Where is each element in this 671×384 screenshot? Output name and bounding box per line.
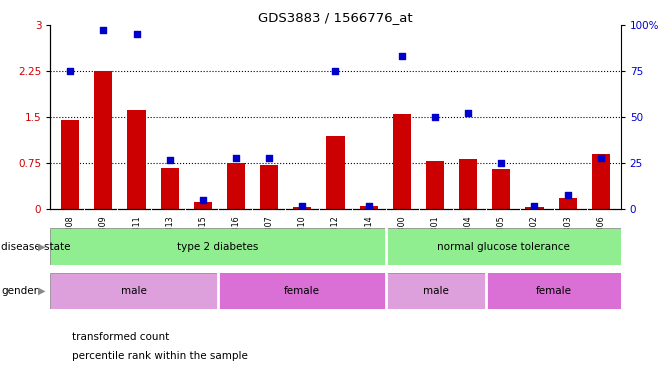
Text: percentile rank within the sample: percentile rank within the sample (72, 351, 248, 361)
Point (463, 110, 474, 116)
Point (98, 27, 109, 33)
Bar (326, 136, 345, 209)
Point (131, 31, 142, 37)
Bar (592, 154, 610, 209)
Bar (227, 163, 245, 209)
Bar (127, 110, 146, 209)
Text: ▶: ▶ (38, 286, 46, 296)
Bar (293, 207, 311, 209)
Point (164, 156, 175, 162)
Point (297, 202, 308, 209)
Point (231, 155, 242, 161)
Bar (459, 159, 477, 209)
Bar (61, 120, 79, 209)
Title: GDS3883 / 1566776_at: GDS3883 / 1566776_at (258, 11, 413, 24)
Point (429, 114, 440, 120)
Point (562, 192, 573, 198)
Bar (386, 273, 486, 309)
Bar (218, 273, 386, 309)
Point (65, 68, 76, 74)
Text: female: female (535, 286, 572, 296)
Bar (50, 273, 218, 309)
Point (529, 202, 540, 209)
Bar (525, 207, 544, 209)
Text: male: male (423, 286, 449, 296)
Text: male: male (121, 286, 147, 296)
Point (397, 53, 407, 60)
Point (197, 197, 208, 203)
Point (330, 68, 341, 74)
Text: disease state: disease state (1, 242, 71, 252)
Bar (160, 167, 178, 209)
Bar (260, 165, 278, 209)
Bar (94, 71, 113, 209)
Text: ▶: ▶ (38, 242, 46, 252)
Bar (393, 114, 411, 209)
Bar (194, 202, 212, 209)
Bar (386, 228, 621, 265)
Text: transformed count: transformed count (72, 332, 170, 342)
Bar (486, 273, 621, 309)
Bar (360, 206, 378, 209)
Bar (426, 161, 444, 209)
Text: female: female (284, 286, 320, 296)
Point (264, 155, 274, 161)
Point (595, 155, 606, 161)
Text: type 2 diabetes: type 2 diabetes (177, 242, 259, 252)
Text: normal glucose tolerance: normal glucose tolerance (437, 242, 570, 252)
Point (496, 160, 507, 166)
Bar (493, 169, 511, 209)
Bar (558, 198, 577, 209)
Text: gender: gender (1, 286, 38, 296)
Point (363, 202, 374, 209)
Bar (50, 228, 386, 265)
